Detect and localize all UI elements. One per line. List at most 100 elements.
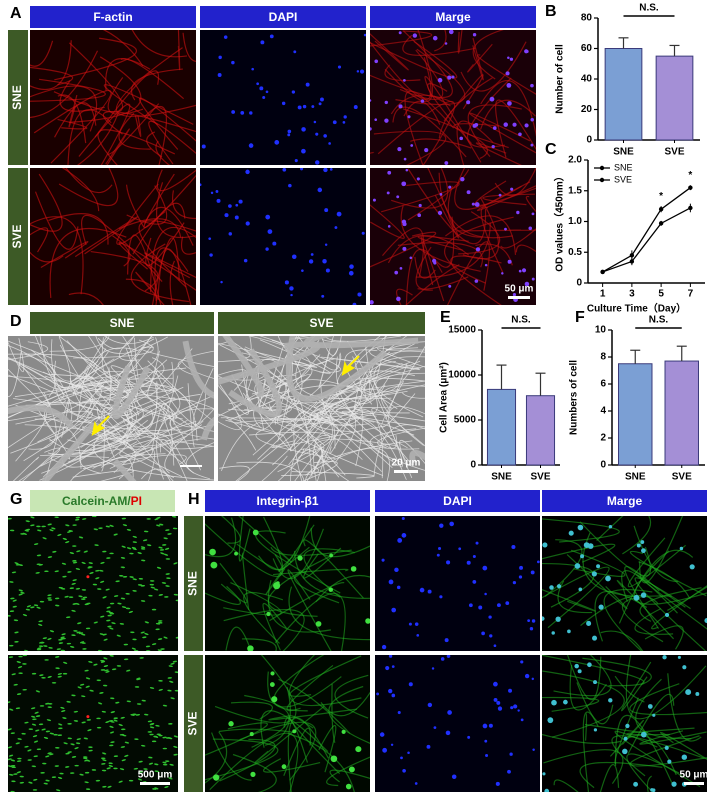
y-tick-label: 80 (581, 13, 593, 24)
nucleus (537, 560, 540, 564)
nucleus (530, 143, 534, 147)
fiber (614, 714, 675, 787)
live-cell (42, 537, 47, 540)
fiber (12, 456, 39, 481)
fiber (273, 655, 325, 712)
fiber (651, 585, 707, 630)
live-cell (9, 708, 14, 711)
fiber (10, 410, 93, 454)
live-cell (167, 533, 172, 535)
live-cell (9, 773, 14, 776)
nucleus (592, 635, 598, 641)
live-cell (46, 719, 52, 722)
nucleus (497, 706, 503, 711)
live-cell (111, 622, 116, 625)
fiber (460, 41, 527, 92)
fiber (105, 58, 151, 91)
fiber (69, 377, 105, 419)
fiber (594, 590, 648, 642)
live-cell (170, 697, 175, 700)
row-label-bg (8, 30, 28, 165)
live-cell (37, 529, 42, 532)
live-cell (39, 600, 45, 603)
nucleus (355, 746, 362, 753)
nucleus (284, 280, 289, 285)
fiber (131, 30, 188, 58)
row-label-bg (184, 655, 203, 792)
live-cell (58, 723, 63, 726)
nucleus (608, 698, 613, 703)
fiber (90, 250, 159, 292)
fiber (480, 206, 504, 273)
fiber (542, 655, 645, 687)
fiber (50, 374, 94, 379)
fiber (434, 30, 447, 52)
nucleus (440, 657, 445, 661)
live-cell (113, 717, 118, 720)
nucleus (489, 96, 495, 102)
live-cell (57, 776, 63, 779)
header-part: Calcein-AM/ (62, 494, 131, 508)
nucleus (436, 553, 440, 557)
fiber (542, 562, 595, 608)
fiber (409, 450, 425, 464)
nucleus (387, 170, 392, 175)
nucleus (681, 754, 688, 760)
y-tick-label: 1.0 (568, 216, 582, 227)
x-tick-label: SNE (613, 147, 634, 158)
live-cell (131, 546, 137, 549)
fiber (410, 138, 472, 149)
nucleus (223, 35, 228, 39)
nucleus (652, 713, 656, 717)
fiber (283, 727, 312, 776)
fiber (205, 722, 268, 756)
nucleus (650, 788, 654, 792)
fiber (65, 168, 113, 194)
fiber (8, 349, 57, 376)
live-cell (175, 599, 178, 602)
fiber (542, 696, 600, 712)
fiber (317, 411, 393, 469)
nucleus (260, 40, 265, 45)
nucleus (323, 134, 327, 138)
nucleus (250, 771, 256, 777)
nucleus (495, 781, 500, 786)
nucleus (586, 620, 592, 626)
nucleus (507, 56, 510, 60)
live-cell (158, 546, 163, 549)
y-axis-label: Cell Area (μm²) (439, 362, 450, 433)
x-tick-label: SNE (625, 472, 646, 483)
nucleus (215, 190, 219, 193)
header-part: PI (131, 494, 142, 508)
fiber (18, 447, 61, 481)
fiber (353, 384, 425, 414)
live-cell (134, 686, 140, 688)
fiber (542, 588, 597, 612)
fiber (140, 388, 206, 428)
nucleus (447, 75, 452, 80)
fiber (296, 408, 384, 479)
live-cell (9, 610, 15, 613)
panel-header-text: Marge (435, 10, 471, 24)
live-cell (160, 552, 165, 555)
fiber (373, 356, 425, 408)
live-cell (41, 728, 46, 731)
live-cell (122, 524, 128, 527)
image-background (542, 655, 707, 792)
fiber (274, 592, 346, 651)
nucleus (403, 157, 407, 161)
live-cell (162, 736, 167, 739)
nucleus (243, 258, 248, 263)
live-cell (8, 728, 12, 731)
fiber (281, 458, 319, 476)
live-cell (157, 649, 162, 651)
nucleus (542, 616, 545, 621)
fiber (289, 336, 314, 340)
live-cell (38, 563, 43, 566)
live-cell (71, 756, 77, 758)
live-cell (82, 518, 87, 520)
nucleus (300, 168, 304, 171)
live-cell (162, 761, 167, 764)
nucleus (348, 766, 355, 773)
fiber (404, 90, 455, 165)
